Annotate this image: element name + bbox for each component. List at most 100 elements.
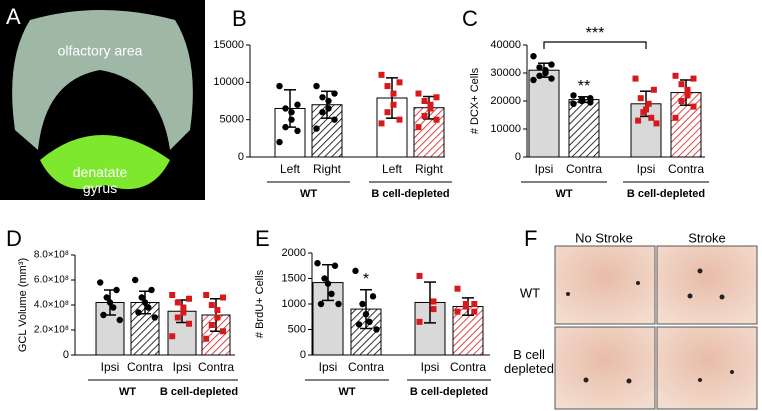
olfactory-render: [12, 10, 193, 150]
data-point: [106, 299, 114, 306]
x-tick-label: Contra: [348, 360, 384, 374]
cell: [698, 378, 702, 382]
data-point: [396, 116, 403, 123]
data-point: [416, 272, 423, 279]
significance-label: **: [578, 78, 590, 95]
data-point: [384, 109, 391, 116]
group-label: WT: [119, 386, 136, 398]
data-point: [276, 82, 283, 90]
x-tick-label: Ipsi: [101, 360, 120, 374]
data-point: [135, 309, 142, 316]
data-point: [640, 109, 647, 116]
data-point: [331, 262, 339, 269]
y-tick-label: 1000: [282, 298, 306, 310]
data-point: [430, 298, 437, 305]
data-point: [471, 308, 478, 315]
panel-letter: C: [462, 6, 478, 31]
y-tick-label: 500: [288, 323, 306, 335]
data-point: [690, 75, 697, 82]
data-point: [454, 285, 461, 292]
y-tick-label: 30000: [490, 67, 521, 79]
data-point: [421, 112, 428, 119]
data-point: [427, 105, 434, 112]
data-point: [325, 105, 332, 112]
x-tick-label: Ipsi: [319, 360, 338, 374]
data-point: [324, 280, 332, 287]
y-tick-label: 4.0×10⁸: [34, 300, 69, 311]
data-point: [214, 307, 221, 313]
x-tick-label: Left: [382, 162, 403, 176]
data-point: [169, 292, 176, 298]
data-point: [672, 72, 679, 79]
x-tick-label: Right: [415, 162, 444, 176]
data-point: [113, 286, 120, 294]
y-tick-label: 0: [515, 151, 521, 163]
significance-label: *: [363, 271, 369, 288]
data-point: [208, 322, 215, 328]
data-point: [288, 116, 295, 123]
data-point: [314, 260, 321, 267]
data-point: [415, 124, 422, 131]
cell: [566, 292, 570, 296]
x-tick-label: Right: [313, 162, 342, 176]
data-point: [313, 125, 320, 132]
data-point: [430, 306, 437, 313]
group-label: B cell-depleted: [371, 188, 449, 200]
data-point: [684, 86, 691, 93]
data-point: [145, 304, 152, 311]
data-point: [97, 279, 104, 286]
group-label: WT: [338, 386, 355, 398]
data-point: [174, 299, 181, 306]
y-tick-label: 10000: [490, 123, 521, 135]
cell: [697, 268, 703, 274]
data-point: [684, 92, 691, 99]
data-point: [282, 123, 289, 131]
data-point: [427, 101, 434, 108]
data-point: [103, 294, 110, 301]
data-point: [335, 300, 342, 308]
data-point: [587, 99, 594, 106]
cell: [687, 293, 693, 299]
data-point: [548, 75, 555, 82]
data-point: [352, 267, 359, 275]
micrograph: [656, 245, 758, 325]
y-axis-label: # DCX+ Cells: [469, 67, 481, 134]
column-label: No Stroke: [575, 230, 633, 245]
data-point: [650, 86, 657, 93]
data-point: [362, 311, 370, 318]
data-point: [530, 53, 537, 60]
group-label: B cell-depleted: [627, 188, 705, 200]
y-axis-label: # BrdU+ Cells: [254, 269, 266, 338]
data-point: [690, 103, 697, 110]
data-point: [325, 97, 332, 105]
data-point: [100, 311, 107, 319]
data-point: [186, 320, 192, 327]
significance-bracket: [543, 41, 647, 49]
data-point: [635, 117, 642, 124]
data-point: [138, 294, 145, 301]
y-tick-label: 8.0×10⁸: [34, 250, 69, 261]
data-point: [110, 304, 117, 311]
data-point: [203, 335, 210, 342]
micrographs: [554, 245, 758, 410]
data-point: [542, 69, 549, 77]
data-point: [116, 316, 124, 324]
x-tick-label: Contra: [198, 360, 234, 374]
cell: [583, 377, 589, 383]
panel-letter: F: [524, 226, 537, 251]
data-point: [570, 92, 577, 99]
data-point: [415, 90, 422, 97]
data-point: [373, 326, 380, 333]
y-tick-label: 10000: [213, 76, 244, 88]
y-axis-label: # DCX+ Cells: [192, 67, 204, 134]
data-point: [454, 308, 461, 315]
gyrus-render: [40, 135, 170, 190]
data-point: [174, 314, 181, 321]
data-point: [203, 292, 210, 298]
data-point: [141, 299, 149, 306]
cells: [566, 268, 734, 384]
data-point: [319, 94, 326, 101]
row-label: B cell depleted: [504, 348, 554, 376]
y-tick-label: 0: [238, 151, 244, 163]
micrograph: [554, 245, 656, 325]
